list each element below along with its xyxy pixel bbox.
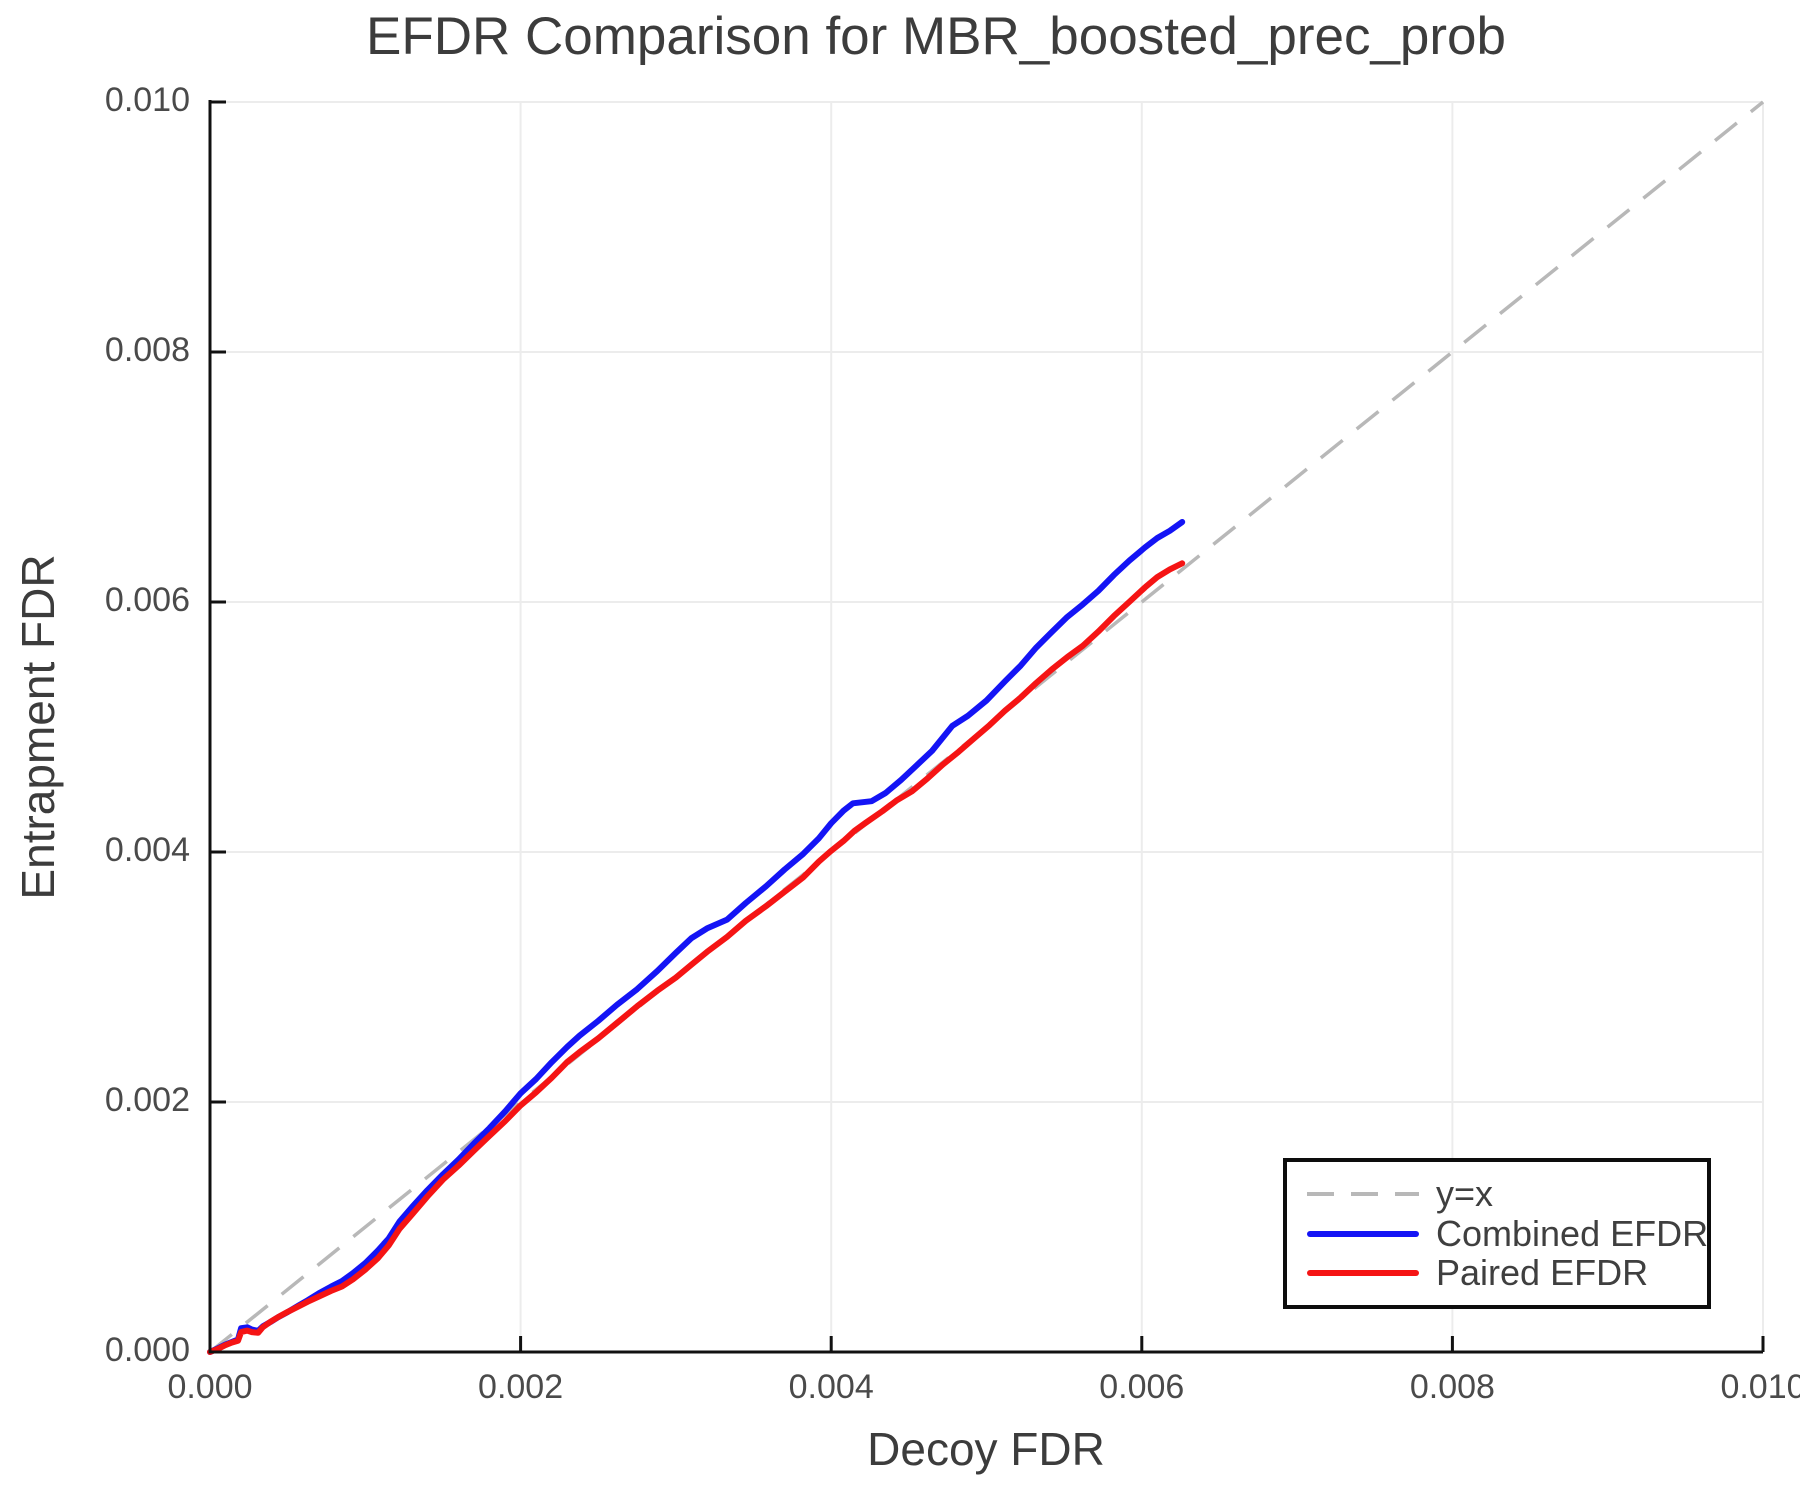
y-tick-label: 0.010: [104, 81, 190, 119]
x-tick-label: 0.000: [167, 1368, 253, 1406]
reference-line-y-equals-x: [208, 100, 1765, 1354]
chart-title: EFDR Comparison for MBR_boosted_prec_pro…: [365, 7, 1507, 66]
paired-efdr-line: [207, 560, 1186, 1355]
legend-label-combined: Combined EFDR: [1436, 1212, 1709, 1254]
x-axis-label: Decoy FDR: [867, 1423, 1105, 1475]
paired-line-sample-icon: [1307, 1270, 1419, 1277]
combined-line-sample-icon: [1307, 1230, 1419, 1237]
legend-item-yx: y=x: [1307, 1174, 1707, 1214]
legend-item-paired: Paired EFDR: [1307, 1253, 1707, 1293]
legend-label-paired: Paired EFDR: [1436, 1252, 1649, 1294]
y-tick-label: 0.000: [104, 1331, 190, 1369]
combined-efdr-line: [207, 519, 1186, 1355]
y-tick-label: 0.008: [104, 331, 190, 369]
x-tick-label: 0.004: [788, 1368, 874, 1406]
legend-item-combined: Combined EFDR: [1307, 1212, 1709, 1254]
yx-line-sample-icon: [1307, 1191, 1419, 1196]
legend: y=x Combined EFDR Paired EFDR: [1283, 1158, 1711, 1309]
x-tick-label: 0.010: [1720, 1368, 1800, 1406]
x-tick-label: 0.006: [1099, 1368, 1185, 1406]
y-tick-label: 0.006: [104, 581, 190, 619]
legend-label-yx: y=x: [1436, 1172, 1494, 1214]
x-tick-label: 0.008: [1409, 1368, 1495, 1406]
y-tick-label: 0.004: [104, 831, 190, 869]
x-tick-label: 0.002: [478, 1368, 564, 1406]
y-tick-label: 0.002: [104, 1081, 190, 1119]
